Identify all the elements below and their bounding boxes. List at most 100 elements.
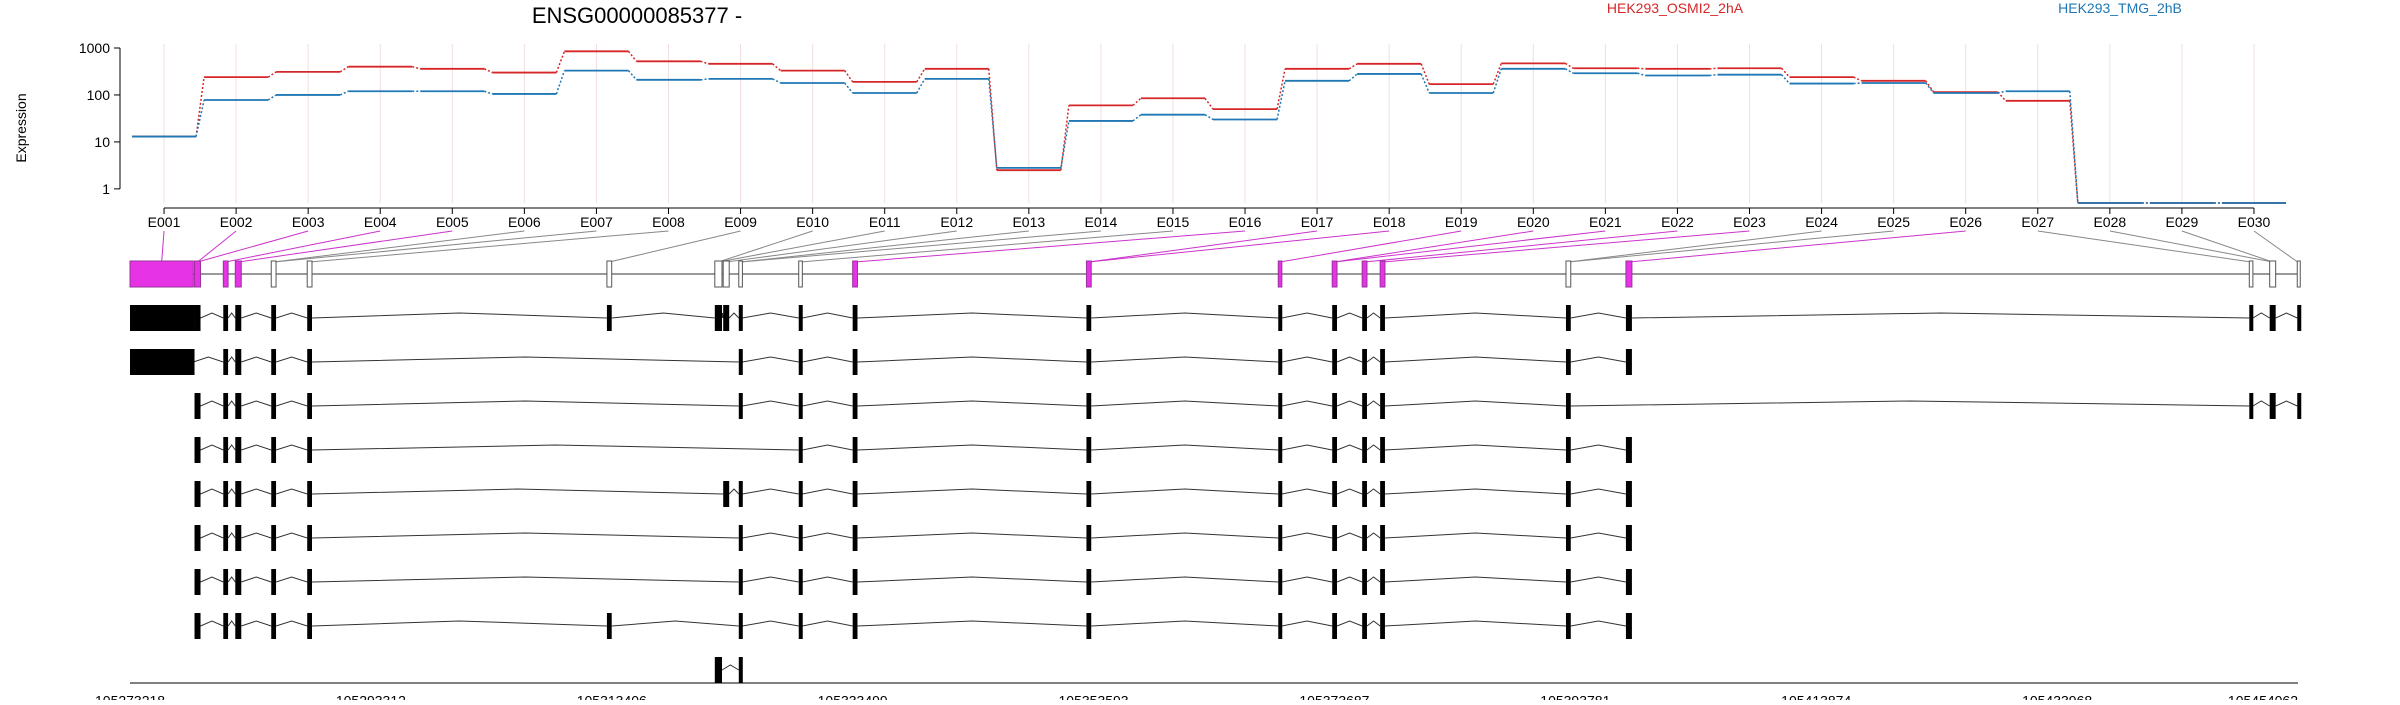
intron-line <box>275 488 308 495</box>
intron-line <box>1336 400 1363 407</box>
x-tick-label: E030 <box>2238 214 2271 230</box>
expression-axes: 1000 100 10 1 E001 E002 E003 E004 E005 E006 E007 E0… <box>79 40 2271 230</box>
series-connector <box>772 63 782 72</box>
transcript-exon <box>1332 569 1337 595</box>
transcript-exon <box>194 569 201 595</box>
transcript-5 <box>194 525 1632 551</box>
intron-line <box>742 488 799 495</box>
transcript-exon <box>798 305 803 331</box>
transcript-exon <box>1380 437 1385 463</box>
series-connector <box>555 51 566 73</box>
transcript-exon <box>235 393 242 419</box>
intron-line <box>1384 488 1567 495</box>
x-tick-label: E011 <box>869 214 901 230</box>
exon-connector <box>2181 230 2273 263</box>
series-connector <box>339 90 349 96</box>
series-connector <box>1637 72 1646 77</box>
intron-line <box>241 400 272 407</box>
intron-line <box>721 312 724 319</box>
exon-connectors <box>161 230 2298 263</box>
x-tick-label: E014 <box>1085 214 1118 230</box>
gene-exon <box>1085 260 1092 288</box>
transcript-exon <box>1086 437 1092 463</box>
exon-connector <box>273 230 525 263</box>
intron-line <box>857 444 1087 451</box>
intron-line <box>1366 532 1381 539</box>
transcript-exon <box>1332 393 1337 419</box>
transcript-exon <box>852 305 858 331</box>
exon-connector <box>855 230 1246 263</box>
intron-line <box>1091 356 1279 363</box>
x-tick-label: E007 <box>580 214 613 230</box>
transcript-exon <box>235 525 242 551</box>
intron-line <box>227 312 236 319</box>
transcript-exon <box>1362 525 1367 551</box>
intron-line <box>1366 488 1381 495</box>
x-tick-label: E020 <box>1517 214 1550 230</box>
transcript-exon <box>1332 437 1337 463</box>
series-connector <box>195 77 205 137</box>
intron-line <box>193 356 224 363</box>
gene-exon <box>129 260 194 288</box>
transcript-exon <box>1380 569 1385 595</box>
transcript-exon <box>271 349 277 375</box>
transcript-exon <box>1625 569 1632 595</box>
transcript-exon <box>798 613 803 639</box>
transcript-exon <box>223 305 229 331</box>
intron-line <box>275 576 308 583</box>
transcript-exon <box>1332 349 1337 375</box>
transcript-exon <box>307 437 313 463</box>
transcript-exon <box>714 305 723 331</box>
transcript-exon <box>1625 305 1632 331</box>
transcript-exon <box>798 525 803 551</box>
transcript-exon <box>194 437 201 463</box>
genomic-tick-label: 105313406 <box>577 692 647 700</box>
intron-line <box>200 400 224 407</box>
intron-line <box>275 444 308 451</box>
transcript-exon <box>1362 569 1367 595</box>
series-connector <box>412 65 421 70</box>
transcript-exon <box>1278 481 1283 507</box>
intron-line <box>1570 444 1627 451</box>
exon-connector <box>1568 230 1822 263</box>
series-connector <box>1492 68 1502 94</box>
series-connector <box>1997 90 2006 94</box>
series-connector <box>844 82 854 94</box>
series-connector <box>1132 114 1142 122</box>
intron-line <box>1336 444 1363 451</box>
series-connector <box>844 70 854 83</box>
transcript-3 <box>194 437 1632 463</box>
transcript-exon <box>723 305 730 331</box>
intron-line <box>1281 400 1333 407</box>
intron-line <box>2252 400 2270 407</box>
exon-connector <box>238 230 453 263</box>
exon-connector <box>718 230 813 263</box>
genomic-tick-label: 105373687 <box>1299 692 1369 700</box>
series-connector <box>1564 62 1574 69</box>
intron-line <box>241 576 272 583</box>
intron-line <box>1570 532 1627 539</box>
transcript-exon <box>1086 349 1092 375</box>
expression-series <box>132 50 2286 204</box>
transcript-tracks <box>130 305 2302 705</box>
transcript-0 <box>130 305 2302 331</box>
transcript-exon <box>2269 305 2276 331</box>
exon-connector <box>273 230 597 263</box>
transcript-exon <box>852 525 858 551</box>
x-tick-label: E004 <box>364 214 397 230</box>
gene-exon <box>1331 260 1338 288</box>
transcript-exon <box>1380 525 1385 551</box>
intron-line <box>1384 620 1567 627</box>
intron-line <box>1384 532 1567 539</box>
series-connector <box>988 68 998 171</box>
x-tick-label: E023 <box>1733 214 1766 230</box>
series-connector <box>1780 74 1791 85</box>
transcript-exon <box>738 569 743 595</box>
transcript-exon <box>852 393 858 419</box>
series-connector <box>1637 67 1646 70</box>
x-tick-label: E010 <box>796 214 829 230</box>
transcript-exon <box>2249 305 2254 331</box>
x-tick-label: E009 <box>724 214 757 230</box>
transcript-exon <box>1278 525 1283 551</box>
gene-exon <box>852 260 858 288</box>
